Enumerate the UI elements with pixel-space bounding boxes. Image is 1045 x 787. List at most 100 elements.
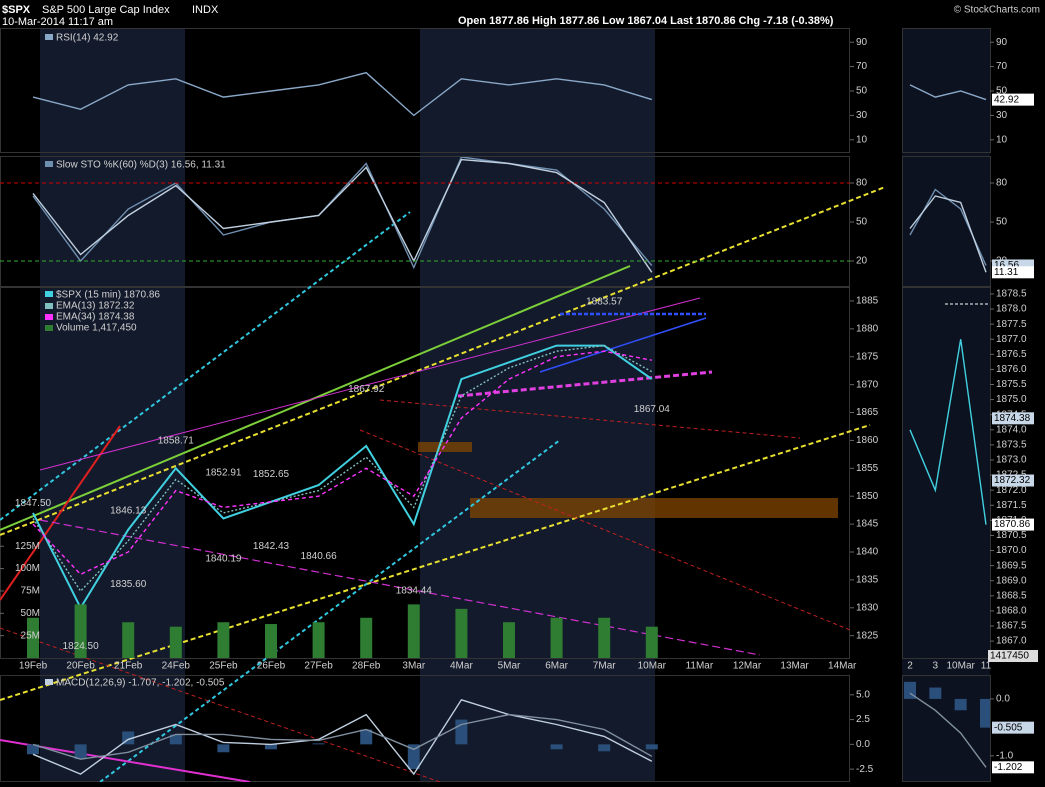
trendline	[39, 297, 701, 471]
y-tick-label: -1.0	[996, 750, 1014, 761]
volume-bar	[598, 617, 611, 658]
y-tick-label: 1876.5	[996, 349, 1027, 360]
y-tick-label: 1855	[856, 463, 879, 474]
value-flag	[992, 761, 1034, 774]
histogram-bar	[550, 744, 563, 750]
histogram-bar	[27, 744, 39, 755]
legend-swatch	[45, 325, 53, 331]
plot	[32, 71, 653, 117]
y-tick-label: 1873.5	[996, 440, 1027, 451]
y-tick-label: 1877.5	[996, 319, 1027, 330]
y-tick-label: 50	[856, 217, 868, 228]
value-flag-label: 1874.38	[994, 413, 1031, 424]
trendline	[0, 425, 121, 601]
x-tick-label: 20Feb	[66, 661, 95, 672]
volume-bar	[169, 626, 182, 658]
trendlines	[0, 186, 990, 783]
y-tick-label: 1869.5	[996, 560, 1027, 571]
value-flag-label: 1870.86	[994, 519, 1031, 530]
series-line	[32, 344, 653, 593]
x-tick-label: 11	[981, 661, 992, 672]
x-tick-label: 21Feb	[114, 661, 143, 672]
legend-label: EMA(13) 1872.32	[56, 301, 135, 312]
exchange: INDX	[192, 4, 219, 16]
price-annotation: 1842.43	[253, 541, 290, 552]
y-tick-label: 1875.0	[996, 394, 1027, 405]
plot	[27, 698, 658, 776]
plot	[27, 344, 658, 658]
volume-bar	[455, 608, 468, 658]
x-tick-label: 12Mar	[733, 661, 762, 672]
y-tick-label: 10	[996, 134, 1008, 145]
y-tick-label: 50	[996, 86, 1008, 97]
y-tick-label: 80	[996, 178, 1008, 189]
security-name: S&P 500 Large Cap Index	[42, 4, 170, 16]
x-tick-label: 14Mar	[828, 661, 857, 672]
plot	[909, 84, 987, 101]
legend-swatch	[45, 303, 53, 309]
price-annotation: 1852.65	[253, 469, 290, 480]
series-line	[909, 692, 987, 768]
volume-bar	[550, 617, 563, 658]
plot	[909, 188, 987, 273]
y-tick-label: 1869.0	[996, 575, 1027, 586]
y-tick-label: 1867.0	[996, 636, 1027, 647]
y-tick-label: 1877.0	[996, 334, 1027, 345]
trendline	[539, 317, 707, 373]
volume-bar	[645, 626, 658, 658]
value-flag	[992, 474, 1034, 487]
histogram-bar	[929, 687, 942, 699]
series-line	[32, 157, 653, 270]
y-tick-label: 1876.0	[996, 364, 1027, 375]
trendline	[39, 519, 761, 656]
series-line	[909, 339, 987, 525]
x-tick-label: 6Mar	[545, 661, 568, 672]
x-tick-label: 25Feb	[209, 661, 238, 672]
y-tick-label: 1868.5	[996, 590, 1027, 601]
y-tick-label: 1874.0	[996, 424, 1027, 435]
price-annotation: 1883.57	[586, 297, 623, 308]
value-flag	[992, 412, 1034, 425]
trendline	[0, 211, 411, 521]
volume-bar	[407, 604, 420, 658]
y-tick-label: 1870	[856, 379, 879, 390]
x-tick-label: 13Mar	[780, 661, 809, 672]
price-annotation: 1852.91	[205, 468, 242, 479]
histogram-bar	[217, 744, 230, 753]
y-tick-label: 50	[996, 217, 1008, 228]
y-tick-label: 1867.5	[996, 621, 1027, 632]
symbol: $SPX	[2, 4, 31, 16]
y-tick-label: 80	[856, 178, 868, 189]
trendline	[0, 424, 871, 701]
trendline	[379, 399, 801, 439]
y-tick-label: 5.0	[856, 689, 870, 700]
x-tick-label: 26Feb	[257, 661, 286, 672]
value-flag	[992, 93, 1034, 106]
legend-label: EMA(34) 1874.38	[56, 312, 135, 323]
y-tick-label: 1870.0	[996, 545, 1027, 556]
x-tick-label: 10Mar	[946, 661, 975, 672]
volume-bar	[312, 622, 325, 658]
x-tick-label: 4Mar	[450, 661, 473, 672]
x-tick-label: 19Feb	[19, 661, 48, 672]
y2-tick-label: 50M	[21, 608, 40, 619]
value-flag-label: -0.505	[994, 722, 1023, 733]
volume-flag	[988, 650, 1038, 662]
y-tick-label: 1880	[856, 323, 879, 334]
series-line	[32, 698, 653, 776]
histogram-bar	[954, 698, 967, 711]
price-annotation: 1867.04	[634, 404, 671, 415]
y2-tick-label: 100M	[15, 563, 40, 574]
value-flag-label: 1872.32	[994, 475, 1031, 486]
x-tick-label: 10Mar	[638, 661, 667, 672]
value-flag-label: -1.202	[994, 762, 1023, 773]
x-tick-label: 24Feb	[162, 661, 191, 672]
value-flag	[992, 266, 1034, 279]
legend-swatch	[45, 291, 53, 297]
price-annotation: 1867.92	[348, 384, 385, 395]
legend-swatch	[45, 161, 53, 167]
volume-bar	[360, 617, 373, 658]
x-tick-label: 5Mar	[498, 661, 521, 672]
plot	[904, 681, 990, 768]
